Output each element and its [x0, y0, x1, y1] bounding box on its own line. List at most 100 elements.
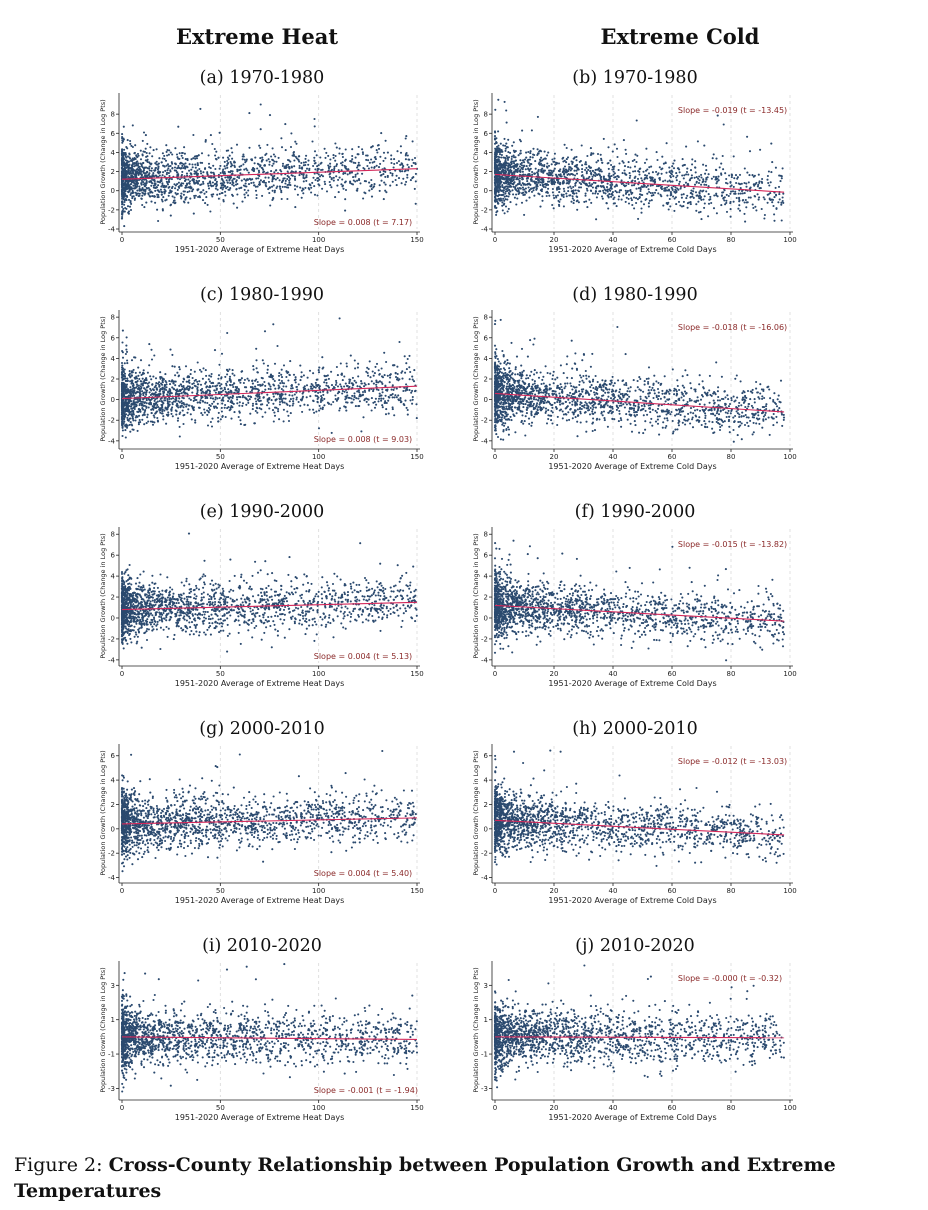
data-point: [276, 177, 279, 180]
data-point: [254, 385, 257, 388]
data-point: [191, 391, 194, 394]
data-point: [184, 198, 187, 201]
data-point: [290, 174, 293, 177]
data-point: [312, 164, 315, 168]
data-point: [592, 181, 595, 184]
data-point: [151, 420, 154, 423]
data-point: [205, 190, 208, 193]
data-point: [625, 184, 628, 187]
data-point: [321, 175, 325, 178]
data-point: [657, 185, 660, 188]
data-point: [133, 158, 136, 161]
data-point: [181, 164, 184, 167]
data-point: [612, 167, 615, 171]
data-point: [357, 389, 360, 392]
data-point: [158, 399, 161, 403]
data-point: [214, 187, 217, 190]
data-point: [535, 188, 538, 191]
data-point: [773, 219, 776, 222]
data-point: [392, 166, 395, 169]
data-point: [128, 163, 131, 166]
data-point: [131, 189, 134, 192]
x-tick-label: 100: [312, 236, 325, 244]
data-point: [222, 180, 225, 183]
data-point: [389, 171, 392, 174]
data-point: [142, 181, 145, 184]
data-point: [713, 194, 716, 197]
data-point: [493, 176, 497, 179]
data-point: [177, 125, 180, 128]
data-point: [208, 180, 211, 184]
data-point: [230, 147, 233, 150]
data-point: [170, 187, 174, 190]
data-point: [294, 155, 297, 158]
data-point: [254, 409, 257, 413]
data-point: [695, 180, 698, 183]
data-point: [128, 153, 131, 156]
data-point: [247, 189, 250, 192]
data-point: [259, 103, 262, 106]
data-point: [505, 179, 508, 182]
data-point: [505, 145, 508, 149]
data-point: [295, 398, 298, 401]
data-point: [494, 204, 497, 207]
data-point: [168, 149, 171, 152]
data-point: [519, 152, 522, 155]
data-point: [156, 208, 159, 211]
data-point: [682, 200, 685, 203]
data-point: [519, 140, 522, 143]
data-point: [356, 153, 359, 156]
data-point: [121, 170, 124, 173]
data-point: [174, 147, 177, 150]
data-point: [217, 377, 220, 380]
data-point: [320, 395, 323, 398]
data-point: [251, 382, 254, 385]
data-point: [760, 180, 763, 183]
data-point: [136, 164, 139, 167]
data-point: [201, 199, 205, 202]
data-point: [549, 169, 552, 172]
data-point: [215, 150, 218, 153]
data-point: [136, 429, 139, 432]
data-point: [495, 153, 498, 156]
data-point: [498, 184, 501, 187]
data-point: [169, 169, 172, 172]
data-point: [510, 169, 513, 172]
data-point: [229, 187, 232, 190]
data-point: [178, 178, 182, 181]
data-point: [134, 164, 138, 167]
data-point: [263, 330, 267, 333]
data-point: [141, 153, 144, 156]
data-point: [359, 182, 362, 185]
data-point: [743, 181, 746, 185]
data-point: [563, 159, 566, 162]
data-point: [526, 180, 529, 183]
data-point: [562, 187, 565, 190]
x-axis-label-a: 1951-2020 Average of Extreme Heat Days: [175, 245, 345, 254]
data-point: [242, 381, 245, 385]
data-point: [350, 160, 353, 163]
data-point: [411, 140, 414, 143]
data-point: [748, 174, 751, 177]
data-point: [139, 149, 142, 152]
data-point: [568, 180, 571, 183]
data-point: [512, 177, 515, 181]
data-point: [305, 154, 308, 157]
data-point: [221, 415, 224, 418]
data-point: [330, 384, 334, 387]
data-point: [228, 179, 231, 182]
data-point: [247, 395, 250, 398]
data-point: [243, 168, 246, 171]
data-point: [217, 197, 220, 200]
data-point: [287, 186, 290, 189]
data-point: [510, 177, 513, 180]
data-point: [617, 195, 621, 198]
data-point: [649, 179, 652, 182]
data-point: [725, 193, 728, 196]
data-point: [125, 426, 129, 429]
data-point: [567, 190, 570, 193]
data-point: [287, 183, 290, 186]
data-point: [201, 396, 204, 399]
data-point: [675, 172, 678, 175]
data-point: [163, 188, 166, 191]
